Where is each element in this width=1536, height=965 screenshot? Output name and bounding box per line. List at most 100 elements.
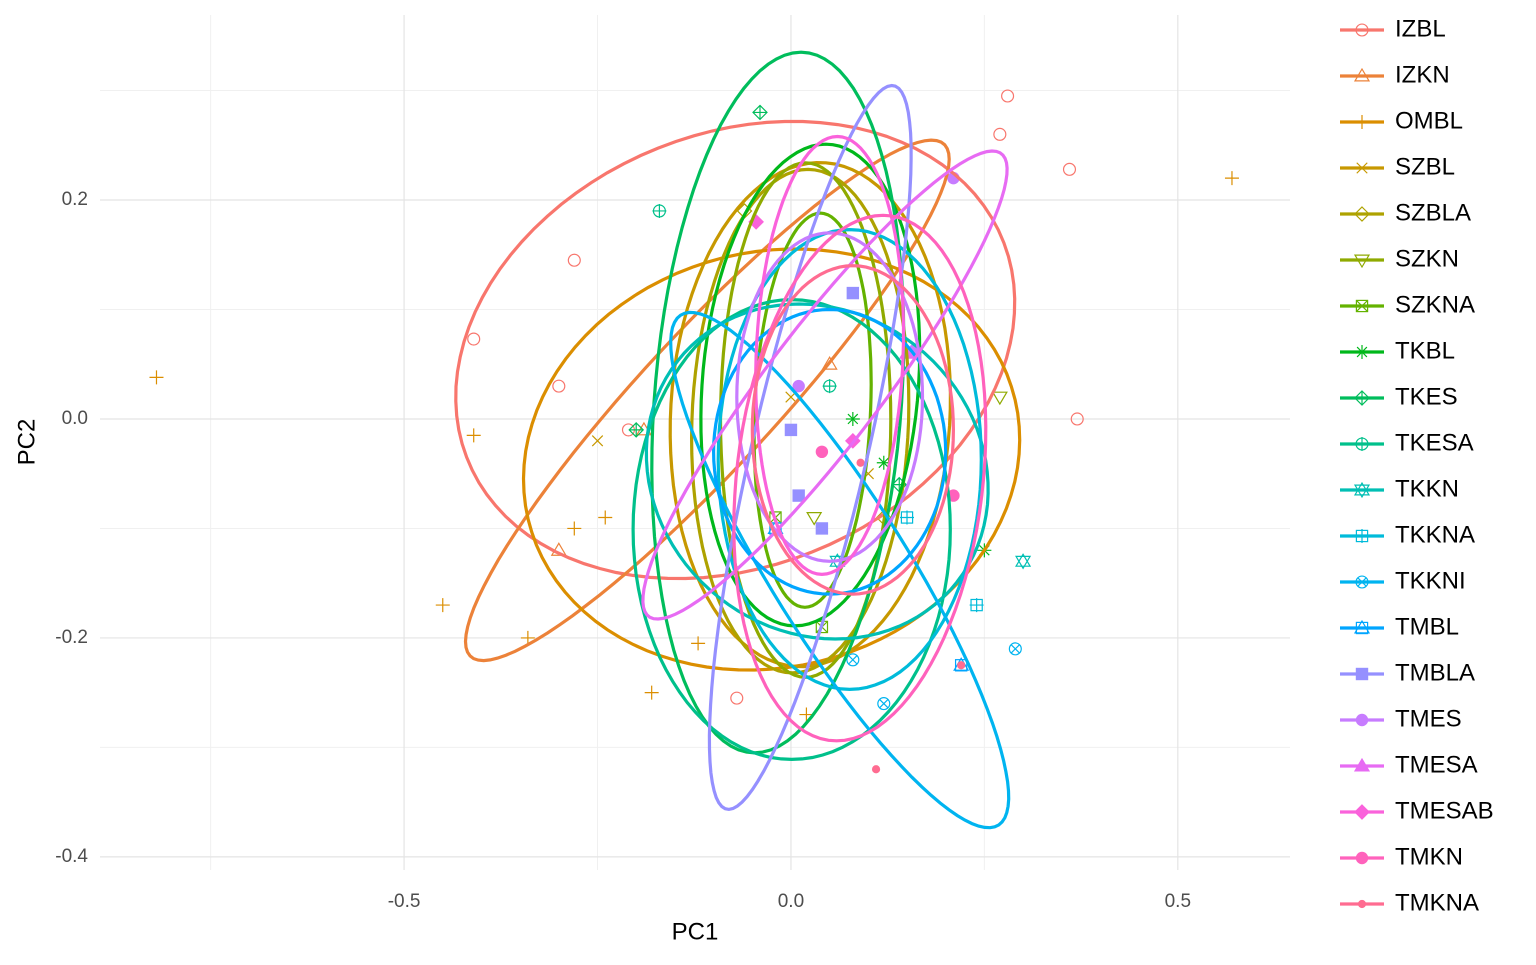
point	[969, 598, 984, 613]
legend-label: TKKN	[1395, 475, 1459, 502]
ellipse	[711, 307, 948, 596]
y-axis-label: PC2	[13, 419, 40, 466]
legend-label: TMES	[1395, 705, 1462, 732]
legend-label: TKES	[1395, 383, 1458, 410]
legend-label: TMBL	[1395, 613, 1459, 640]
legend-item: TKKNA	[1340, 521, 1475, 548]
legend-label: TMKNA	[1395, 889, 1479, 916]
point	[1353, 254, 1371, 269]
point	[1355, 667, 1369, 681]
legend-label: SZKNA	[1395, 291, 1475, 318]
point	[1355, 299, 1369, 313]
legend-item: SZBLA	[1340, 199, 1471, 226]
y-tick-label: -0.2	[55, 627, 88, 648]
legend-label: IZBL	[1395, 15, 1446, 42]
point	[1353, 481, 1371, 499]
legend-item: TKKNI	[1340, 567, 1466, 594]
point	[1357, 899, 1367, 909]
point	[846, 653, 860, 667]
point	[550, 542, 567, 556]
legend-label: TMESA	[1395, 751, 1478, 778]
point	[1355, 437, 1369, 451]
point	[1355, 529, 1369, 543]
legend-item: SZKNA	[1340, 291, 1475, 318]
legend-item: TKESA	[1340, 429, 1474, 456]
point	[792, 379, 805, 393]
point	[1356, 162, 1368, 174]
legend-label: OMBL	[1395, 107, 1463, 134]
point	[784, 423, 798, 437]
point	[149, 370, 164, 385]
ellipse	[644, 302, 990, 641]
point	[567, 521, 582, 536]
point	[856, 458, 865, 467]
point	[644, 685, 659, 700]
legend-label: TKKNI	[1395, 567, 1466, 594]
point	[1001, 89, 1015, 103]
point	[467, 332, 481, 346]
ellipse	[631, 297, 952, 762]
legend-item: IZBL	[1340, 15, 1446, 42]
x-tick-label: 0.5	[1165, 891, 1191, 912]
point	[435, 598, 450, 613]
point	[845, 411, 860, 426]
point	[991, 391, 1008, 406]
legend-label: TKESA	[1395, 429, 1474, 456]
y-tick-label: 0.2	[62, 189, 88, 210]
ellipse	[754, 134, 906, 577]
point	[871, 765, 881, 774]
legend-item: TMKN	[1340, 843, 1463, 870]
point	[1015, 553, 1032, 570]
legend-item: TMES	[1340, 705, 1462, 732]
point	[1353, 619, 1371, 635]
legend-label: SZBL	[1395, 153, 1455, 180]
legend-label: IZKN	[1395, 61, 1450, 88]
point	[1353, 67, 1371, 82]
point	[466, 428, 481, 443]
point	[1062, 162, 1077, 176]
x-tick-label: -0.5	[388, 891, 421, 912]
point	[815, 522, 829, 535]
legend-item: OMBL	[1340, 107, 1463, 134]
legend-item: TMBL	[1340, 613, 1459, 640]
point	[1355, 851, 1369, 865]
point	[1355, 575, 1369, 589]
point	[1070, 412, 1084, 426]
point	[821, 356, 838, 370]
point	[1354, 804, 1370, 820]
point	[799, 707, 814, 722]
point	[520, 630, 535, 645]
point	[691, 636, 706, 651]
point	[730, 691, 744, 705]
point	[652, 203, 667, 218]
ellipse	[716, 227, 983, 692]
point	[1008, 642, 1022, 656]
ellipse	[750, 264, 956, 596]
y-tick-label: -0.4	[55, 846, 88, 867]
legend-label: TMESAB	[1395, 797, 1494, 824]
ellipse	[669, 310, 1011, 830]
point	[1354, 390, 1370, 406]
legend-item: TKES	[1340, 383, 1458, 410]
legend-item: SZKN	[1340, 245, 1459, 272]
x-tick-label: 0.0	[778, 891, 804, 912]
legend-item: TMESAB	[1340, 797, 1494, 824]
legend-item: SZBL	[1340, 153, 1455, 180]
ellipse	[641, 149, 1009, 621]
ellipse	[752, 211, 873, 609]
point	[1353, 757, 1371, 772]
y-tick-label: 0.0	[62, 408, 88, 429]
point	[806, 511, 823, 526]
point	[1355, 23, 1369, 37]
point	[1224, 171, 1239, 186]
point	[846, 286, 860, 300]
legend-label: TKKNA	[1395, 521, 1475, 548]
legend-item: TKKN	[1340, 475, 1459, 502]
point	[591, 435, 604, 447]
point	[822, 379, 837, 394]
point	[993, 127, 1007, 141]
point	[752, 104, 768, 121]
ellipse	[463, 138, 951, 663]
point	[1355, 713, 1369, 727]
